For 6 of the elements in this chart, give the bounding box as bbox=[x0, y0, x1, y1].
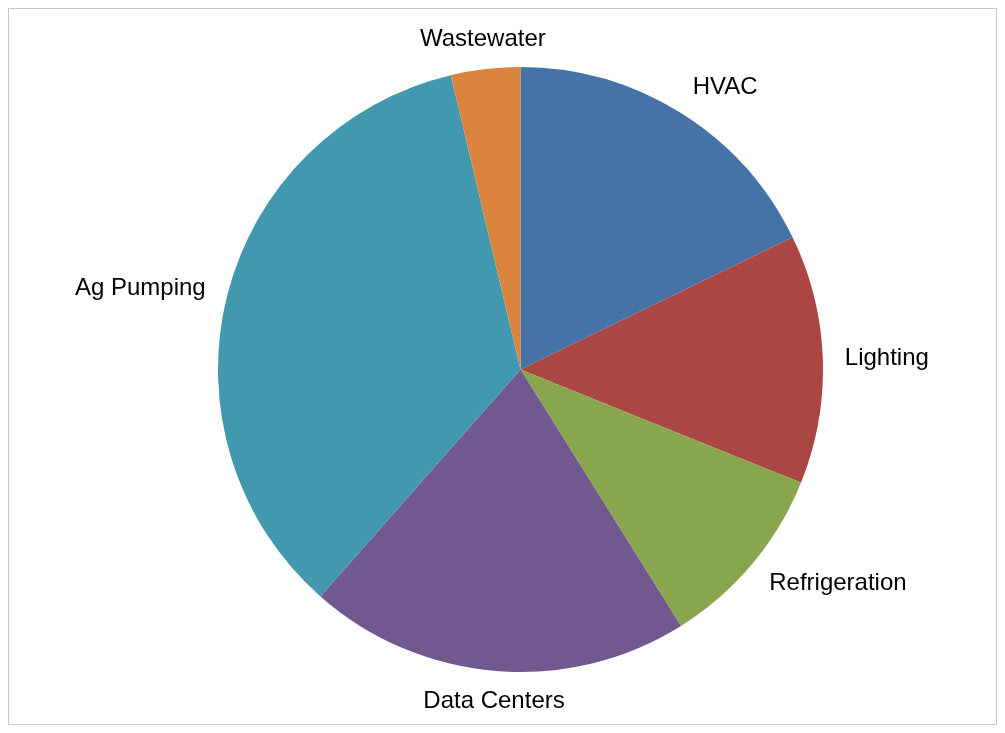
slice-label: HVAC bbox=[692, 72, 758, 100]
slice-label: Ag Pumping bbox=[74, 273, 206, 301]
slice-label: Wastewater bbox=[419, 23, 546, 51]
slice-label: Data Centers bbox=[423, 685, 565, 713]
slice-label: Refrigeration bbox=[769, 567, 907, 595]
slice-label: Lighting bbox=[844, 342, 929, 370]
